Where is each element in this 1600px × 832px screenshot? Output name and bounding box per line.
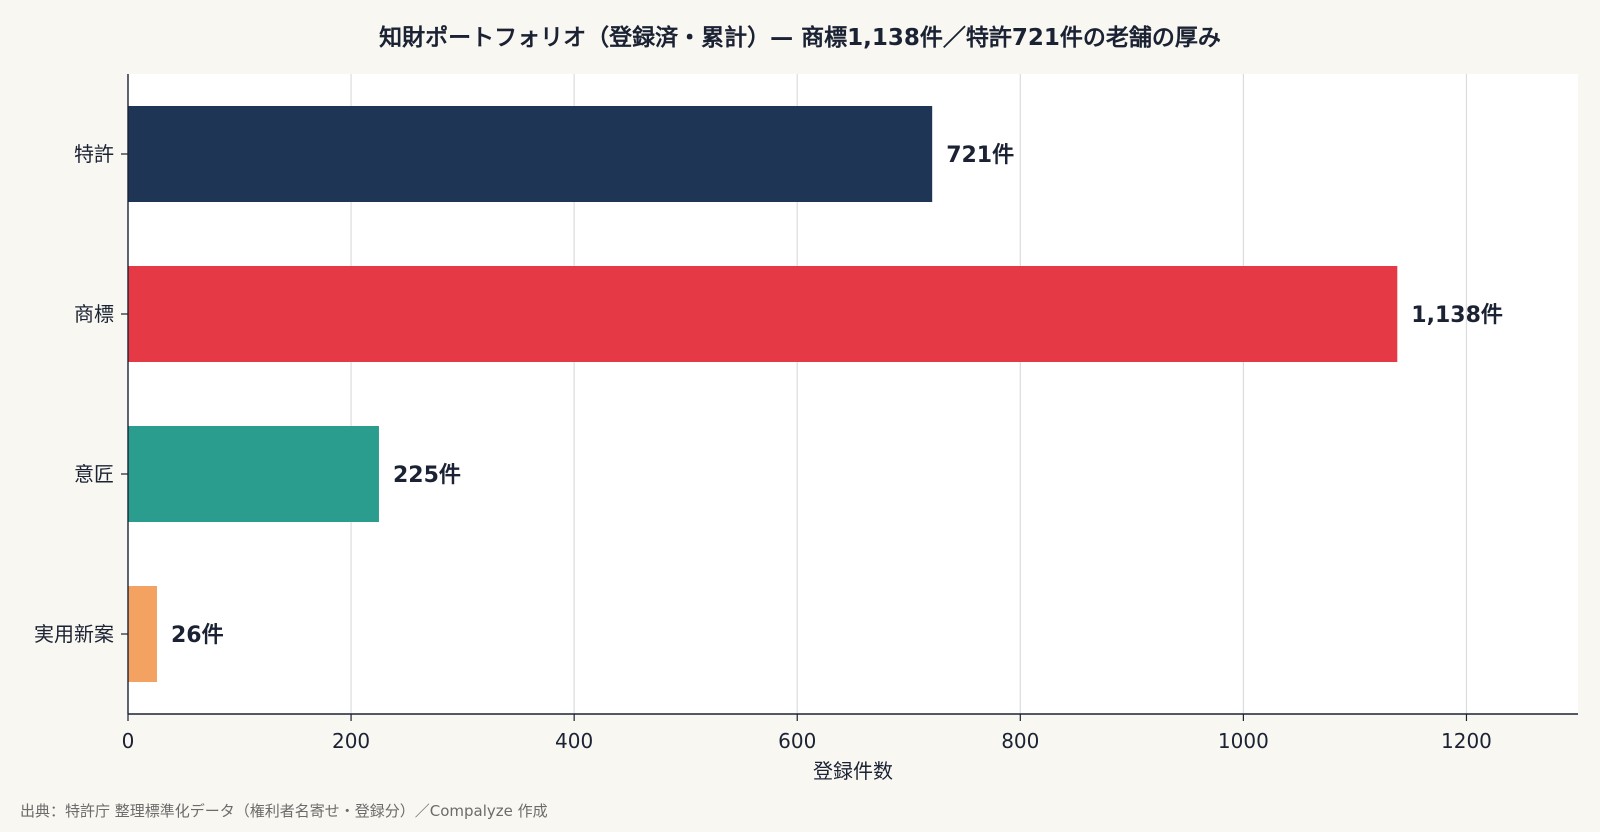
x-axis-title: 登録件数 [813, 759, 893, 783]
y-tick-label-0: 特許 [74, 142, 114, 166]
y-tick-label-2: 意匠 [74, 462, 114, 486]
data-label-0: 721件 [946, 143, 1014, 168]
x-tick-label-400: 400 [555, 729, 593, 753]
y-tick-label-1: 商標 [74, 302, 114, 326]
x-tick-label-1000: 1000 [1218, 729, 1269, 753]
x-tick-label-1200: 1200 [1441, 729, 1492, 753]
bar-3 [128, 586, 157, 682]
data-label-1: 1,138件 [1411, 303, 1503, 328]
bar-0 [128, 106, 933, 202]
chart-title: 知財ポートフォリオ（登録済・累計）— 商標1,138件／特許721件の老舗の厚み [379, 25, 1221, 51]
bars: 721件 1,138件 225件 26件 [128, 106, 1503, 682]
bar-2 [128, 426, 379, 522]
data-label-3: 26件 [171, 623, 224, 648]
x-tick-label-0: 0 [122, 729, 135, 753]
x-tick-label-200: 200 [332, 729, 370, 753]
x-tick-label-800: 800 [1001, 729, 1039, 753]
bar-1 [128, 266, 1398, 362]
x-tick-label-600: 600 [778, 729, 816, 753]
source-note: 出典：特許庁 整理標準化データ（権利者名寄せ・登録分）／Compalyze 作成 [20, 802, 548, 820]
y-tick-label-3: 実用新案 [34, 622, 114, 646]
data-label-2: 225件 [393, 463, 461, 488]
